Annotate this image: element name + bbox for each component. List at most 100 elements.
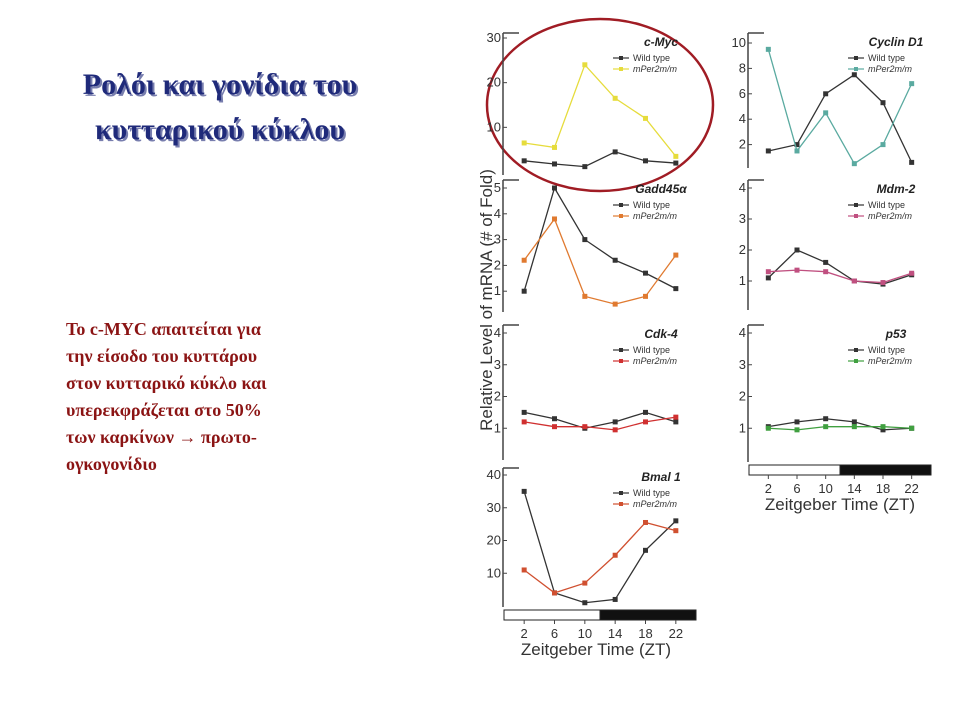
data-point bbox=[909, 159, 915, 165]
dark-phase bbox=[839, 464, 932, 476]
y-tick-label: 3 bbox=[739, 357, 746, 372]
y-tick-label: 4 bbox=[739, 180, 746, 195]
legend-marker bbox=[854, 203, 858, 207]
y-tick-label: 10 bbox=[487, 565, 501, 580]
legend-label: mPer2m/m bbox=[633, 499, 678, 509]
y-tick-label: 3 bbox=[739, 211, 746, 226]
legend-label: Wild type bbox=[868, 53, 905, 63]
body-line: υπερεκφράζεται στο 50% bbox=[66, 400, 262, 420]
data-point bbox=[823, 269, 829, 275]
series-line bbox=[767, 49, 913, 165]
y-tick-label: 2 bbox=[739, 242, 746, 257]
legend-label: Wild type bbox=[868, 345, 905, 355]
legend-marker bbox=[619, 348, 623, 352]
data-point bbox=[643, 409, 648, 415]
y-tick-label: 5 bbox=[494, 180, 501, 195]
legend-marker bbox=[854, 56, 858, 60]
legend-label: mPer2m/m bbox=[633, 211, 678, 221]
legend-label: mPer2m/m bbox=[868, 64, 913, 74]
data-point bbox=[909, 425, 915, 431]
y-tick-label: 4 bbox=[494, 325, 501, 340]
legend-label: mPer2m/m bbox=[633, 64, 678, 74]
legend-marker bbox=[619, 359, 623, 363]
y-tick-label: 4 bbox=[739, 325, 746, 340]
data-point bbox=[880, 142, 886, 148]
legend-marker bbox=[619, 491, 623, 495]
series-line bbox=[523, 186, 677, 292]
x-tick-label: 10 bbox=[818, 481, 832, 496]
data-point bbox=[823, 91, 829, 97]
light-phase bbox=[503, 609, 601, 621]
data-point bbox=[794, 142, 800, 148]
data-point bbox=[765, 269, 771, 275]
legend-marker bbox=[619, 502, 623, 506]
data-point bbox=[643, 158, 648, 164]
data-point bbox=[909, 270, 915, 276]
series-line bbox=[524, 411, 677, 429]
body-line: των καρκίνων → πρωτο- bbox=[66, 427, 257, 447]
dark-phase bbox=[599, 609, 697, 621]
x-axis-label: Zeitgeber Time (ZT) bbox=[765, 495, 915, 514]
data-point bbox=[643, 293, 648, 299]
y-tick-label: 3 bbox=[494, 357, 501, 372]
data-point bbox=[851, 424, 857, 430]
data-point bbox=[521, 567, 527, 573]
light-phase bbox=[748, 464, 841, 476]
slide-body: Το c-MYC απαιτείται για την είσοδο του κυ… bbox=[66, 319, 267, 474]
chart-title: Cyclin D1 bbox=[869, 35, 924, 49]
data-point bbox=[880, 280, 886, 286]
data-point bbox=[612, 427, 618, 433]
legend-label: Wild type bbox=[633, 53, 670, 63]
chart-title: c-Myc bbox=[644, 35, 678, 49]
body-line: στον κυτταρικό κύκλο και bbox=[66, 373, 267, 393]
data-point bbox=[612, 419, 618, 425]
data-point bbox=[552, 161, 557, 167]
y-tick-label: 1 bbox=[739, 420, 746, 435]
data-point bbox=[612, 552, 618, 558]
x-tick-label: 18 bbox=[638, 626, 652, 641]
y-axis-label: Relative Level of mRNA (# of Fold) bbox=[477, 169, 496, 431]
data-point bbox=[612, 95, 618, 101]
data-point bbox=[794, 267, 800, 273]
data-point bbox=[794, 247, 800, 253]
y-tick-label: 4 bbox=[739, 111, 746, 126]
x-tick-label: 2 bbox=[765, 481, 772, 496]
data-point bbox=[612, 257, 618, 263]
chart-title: p53 bbox=[885, 327, 907, 341]
data-point bbox=[673, 414, 679, 420]
data-point bbox=[582, 62, 588, 68]
data-point bbox=[643, 115, 648, 121]
legend-label: mPer2m/m bbox=[868, 211, 913, 221]
y-tick-label: 8 bbox=[739, 60, 746, 75]
series-line bbox=[768, 73, 913, 163]
data-point bbox=[673, 252, 679, 258]
data-point bbox=[880, 100, 886, 106]
data-point bbox=[909, 81, 915, 87]
legend-label: mPer2m/m bbox=[633, 356, 678, 366]
data-point bbox=[552, 144, 557, 150]
legend-label: Wild type bbox=[633, 488, 670, 498]
y-tick-label: 2 bbox=[494, 257, 501, 272]
series-line bbox=[524, 63, 677, 157]
legend-marker bbox=[619, 203, 623, 207]
title-shadow-line: κυτταρικού κύκλου bbox=[97, 115, 347, 148]
data-point bbox=[851, 72, 857, 78]
legend-label: mPer2m/m bbox=[868, 356, 913, 366]
series-line bbox=[768, 269, 912, 284]
data-point bbox=[765, 275, 771, 281]
data-point bbox=[794, 427, 800, 433]
data-point bbox=[521, 140, 527, 146]
data-point bbox=[823, 424, 829, 430]
legend-marker bbox=[619, 67, 623, 71]
body-line: ογκογονίδιο bbox=[66, 454, 157, 474]
series-line bbox=[768, 426, 912, 431]
data-point bbox=[673, 528, 679, 534]
data-point bbox=[794, 419, 800, 425]
y-tick-label: 30 bbox=[487, 500, 501, 515]
data-point bbox=[794, 148, 800, 154]
